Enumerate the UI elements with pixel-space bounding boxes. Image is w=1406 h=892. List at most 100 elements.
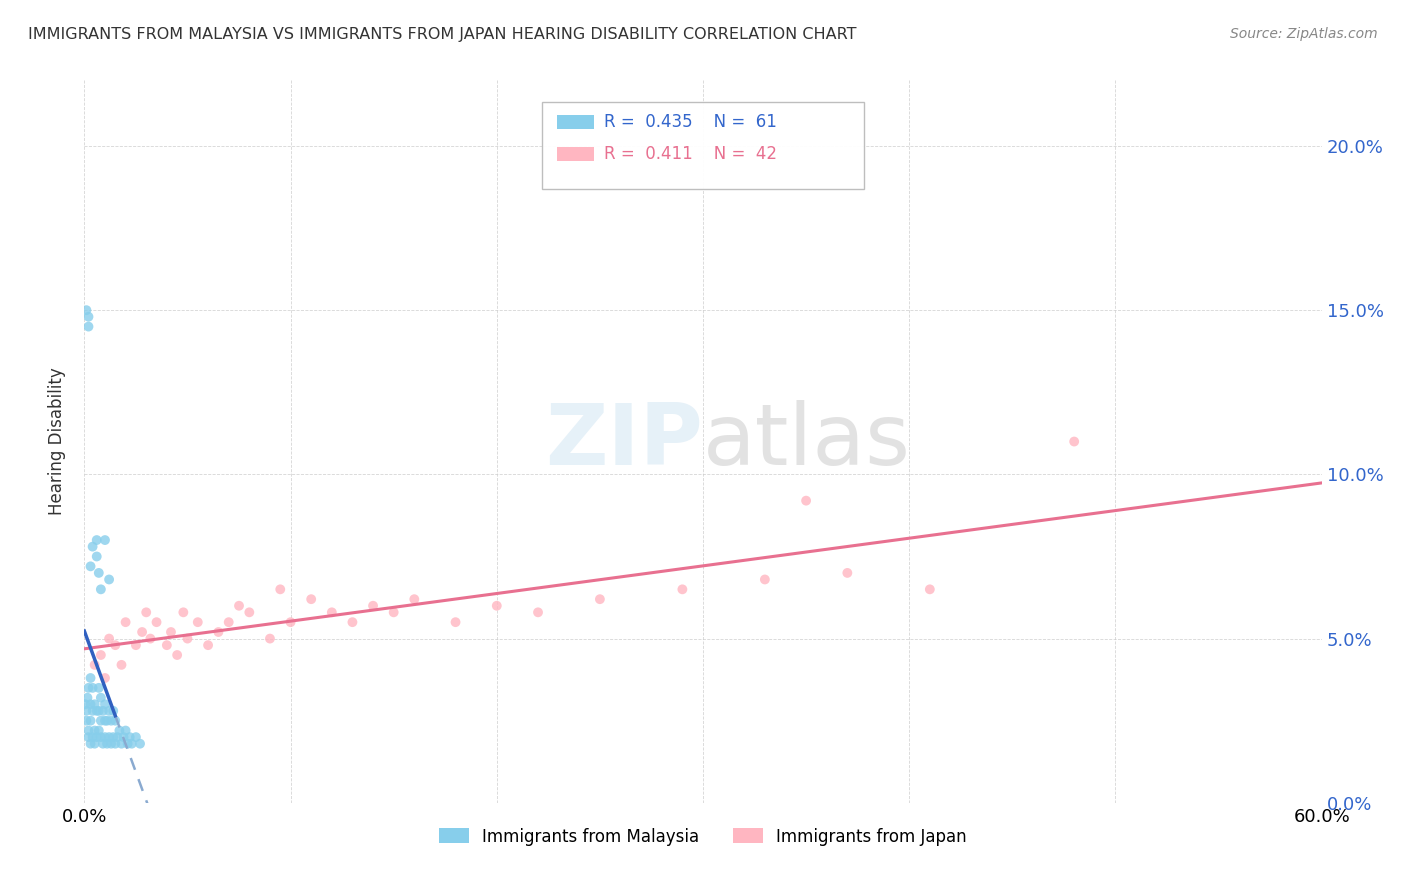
Text: Source: ZipAtlas.com: Source: ZipAtlas.com [1230,27,1378,41]
FancyBboxPatch shape [543,102,863,189]
Point [187,615,209,630]
Text: R =  0.435    N =  61: R = 0.435 N = 61 [605,113,778,131]
Point [87,723,110,738]
Point [79,698,101,712]
Point [98,632,121,646]
Point [228,599,250,613]
Point [129,737,152,751]
Bar [557,147,595,161]
Point [79,671,101,685]
Point [94,730,117,744]
Point [160,625,183,640]
Point [104,714,127,728]
Point [342,615,364,630]
Point [125,638,148,652]
Point [103,704,125,718]
Point [90,690,112,705]
Point [100,737,122,751]
Point [104,638,127,652]
Point [105,730,128,744]
Point [82,704,104,718]
Point [754,573,776,587]
Point [135,605,157,619]
Point [145,615,167,630]
Point [166,648,188,662]
Point [139,632,162,646]
Point [87,681,110,695]
Point [444,615,467,630]
Legend: Immigrants from Malaysia, Immigrants from Japan: Immigrants from Malaysia, Immigrants fro… [433,821,973,852]
Point [299,592,322,607]
Point [82,730,104,744]
Point [87,704,110,718]
Point [77,723,100,738]
Point [90,714,112,728]
Point [321,605,343,619]
Point [90,648,112,662]
Bar [557,115,595,129]
Point [218,615,240,630]
Point [131,625,153,640]
Point [75,704,97,718]
Point [404,592,426,607]
Point [280,615,302,630]
Point [671,582,693,597]
Point [918,582,941,597]
Point [82,540,104,554]
Point [382,605,405,619]
Point [269,582,291,597]
Point [79,559,101,574]
Point [527,605,550,619]
Point [103,730,125,744]
Point [110,737,132,751]
Point [114,615,136,630]
Point [110,657,132,672]
Text: atlas: atlas [703,400,911,483]
Point [77,681,100,695]
Point [98,730,121,744]
Point [83,723,105,738]
Point [94,714,117,728]
Point [86,549,108,564]
Point [86,704,108,718]
Point [104,737,127,751]
Text: R =  0.411    N =  42: R = 0.411 N = 42 [605,145,778,163]
Point [75,303,97,318]
Point [207,625,229,640]
Point [98,573,121,587]
Point [79,714,101,728]
Point [589,592,612,607]
Point [837,566,859,580]
Point [238,605,260,619]
Point [86,730,108,744]
Point [125,730,148,744]
Point [172,605,194,619]
Point [96,714,118,728]
Point [87,566,110,580]
Point [94,533,117,547]
Point [91,704,114,718]
Point [156,638,179,652]
Point [76,690,98,705]
Point [96,737,118,751]
Point [121,737,143,751]
Point [77,319,100,334]
Point [485,599,508,613]
Point [75,698,97,712]
Point [114,723,136,738]
Point [100,714,122,728]
Point [83,737,105,751]
Point [112,730,135,744]
Point [79,737,101,751]
Point [75,714,97,728]
Point [361,599,384,613]
Point [86,533,108,547]
Point [98,704,121,718]
Point [90,730,112,744]
Point [197,638,219,652]
Text: ZIP: ZIP [546,400,703,483]
Point [94,671,117,685]
Point [91,737,114,751]
Point [176,632,198,646]
Point [1063,434,1085,449]
